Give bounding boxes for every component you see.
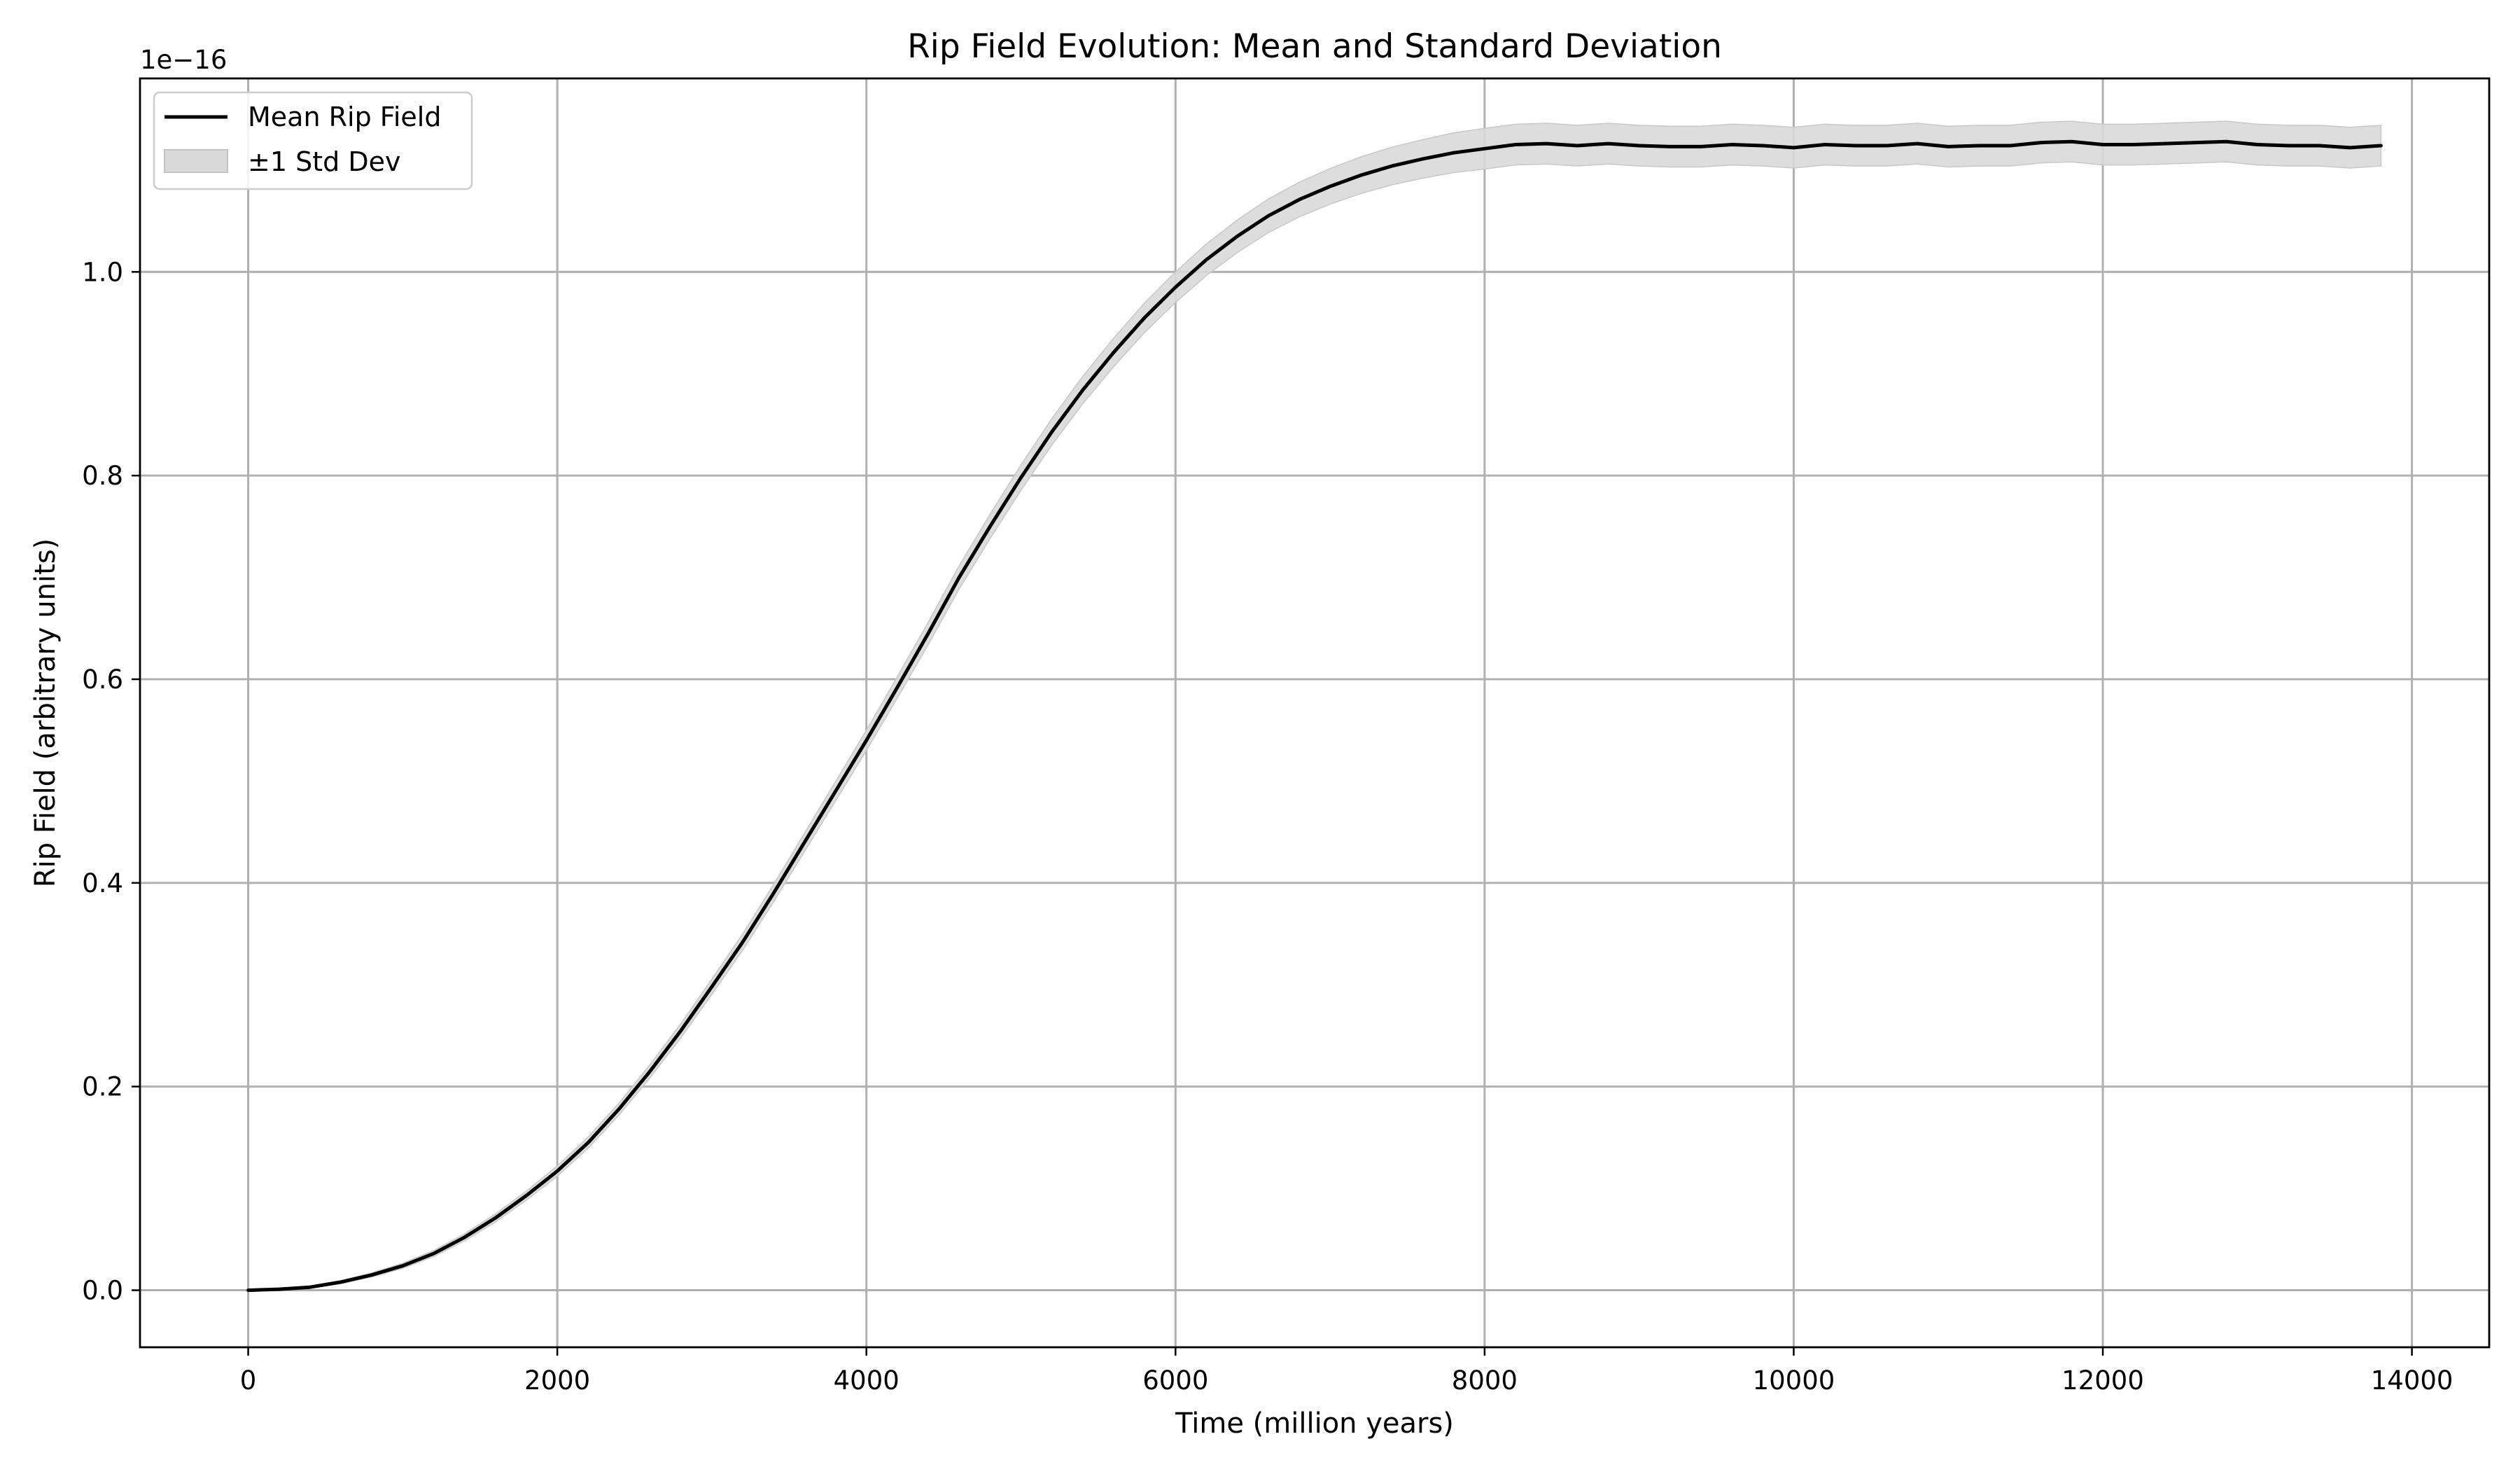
chart-title: Rip Field Evolution: Mean and Standard D… bbox=[907, 27, 1722, 66]
legend-band-swatch bbox=[164, 149, 228, 173]
mean-rip-field-line bbox=[246, 139, 2383, 1293]
legend-label-std: ±1 Std Dev bbox=[248, 146, 400, 177]
x-tick-label: 14000 bbox=[2371, 1365, 2454, 1396]
x-tick-label: 4000 bbox=[834, 1365, 899, 1396]
grid bbox=[140, 78, 2489, 1347]
axes-frame bbox=[139, 77, 2491, 1349]
x-tick-label: 12000 bbox=[2062, 1365, 2144, 1396]
y-axis-label: Rip Field (arbitrary units) bbox=[29, 538, 62, 888]
x-axis-ticks: 0 2000 4000 6000 8000 10000 12000 14000 bbox=[240, 1347, 2454, 1396]
x-tick-label: 2000 bbox=[524, 1365, 590, 1396]
x-tick-label: 6000 bbox=[1142, 1365, 1208, 1396]
y-tick-label: 1.0 bbox=[82, 257, 123, 287]
series-line-layer bbox=[246, 139, 2383, 1293]
x-axis-label: Time (million years) bbox=[1175, 1407, 1454, 1440]
y-offset-label: 1e−16 bbox=[140, 45, 227, 75]
y-axis-ticks: 0.0 0.2 0.4 0.6 0.8 1.0 bbox=[82, 257, 140, 1306]
y-tick-label: 0.0 bbox=[82, 1276, 123, 1306]
legend-label-mean: Mean Rip Field bbox=[248, 102, 441, 132]
x-tick-label: 10000 bbox=[1753, 1365, 1835, 1396]
y-tick-label: 0.6 bbox=[82, 665, 123, 695]
x-tick-label: 0 bbox=[240, 1365, 257, 1396]
y-tick-label: 0.2 bbox=[82, 1072, 123, 1102]
legend-box bbox=[153, 91, 473, 190]
y-tick-label: 0.4 bbox=[82, 868, 123, 898]
y-tick-label: 0.8 bbox=[82, 461, 123, 491]
legend: Mean Rip Field ±1 Std Dev bbox=[153, 91, 473, 190]
x-tick-label: 8000 bbox=[1452, 1365, 1518, 1396]
